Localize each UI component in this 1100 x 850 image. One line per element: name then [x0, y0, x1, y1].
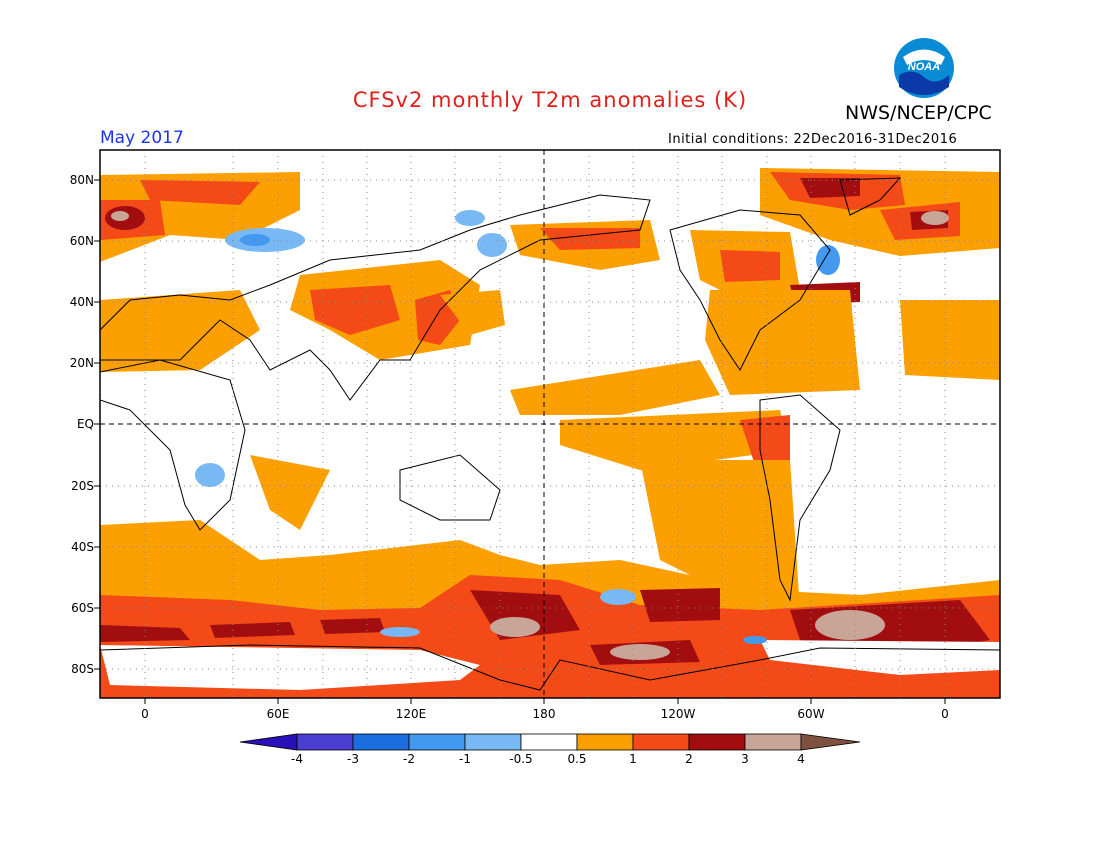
lat-label: 60N — [69, 234, 94, 248]
colorbar-segment — [632, 733, 690, 751]
noaa-logo-icon: NOAA — [894, 38, 954, 98]
logo-text: NOAA — [908, 61, 940, 73]
lon-label: 120W — [660, 707, 696, 721]
agency-label: NWS/NCEP/CPC — [845, 102, 992, 124]
reference-lines — [100, 150, 1000, 698]
colorbar-segment — [744, 733, 802, 751]
warm-anomaly-regions — [100, 168, 1000, 698]
lat-label: 20S — [71, 479, 94, 493]
lon-label: 120E — [395, 707, 427, 721]
colorbar-label: -4 — [291, 752, 303, 766]
lat-label: EQ — [76, 417, 94, 431]
colorbar-label: 2 — [685, 752, 693, 766]
lat-label: 20N — [69, 356, 94, 370]
colorbar-segment — [520, 733, 578, 751]
lon-label: 60E — [266, 707, 290, 721]
colorbar-lower-arrow — [239, 733, 298, 751]
colorbar-label: 4 — [797, 752, 805, 766]
lat-label: 40S — [71, 540, 94, 554]
colorbar-upper-arrow — [800, 733, 861, 751]
colorbar-label: 1 — [629, 752, 637, 766]
colorbar-segment — [576, 733, 634, 751]
colorbar-segment — [408, 733, 466, 751]
chart-title: CFSv2 monthly T2m anomalies (K) — [352, 88, 748, 112]
lon-label: 180 — [532, 707, 556, 721]
lon-label: 0 — [941, 707, 949, 721]
colorbar-segment — [688, 733, 746, 751]
colorbar-label: -3 — [347, 752, 359, 766]
lon-label: 60W — [797, 707, 825, 721]
gridlines — [100, 150, 1000, 698]
colorbar-label: -0.5 — [509, 752, 533, 766]
colorbar-label: 0.5 — [567, 752, 587, 766]
colorbar-segment — [296, 733, 354, 751]
colorbar-segment — [464, 733, 522, 751]
lat-label: 80N — [69, 173, 94, 187]
lat-label: 80S — [71, 662, 94, 676]
colorbar — [239, 733, 861, 751]
axis-ticks — [94, 179, 946, 704]
valid-month: May 2017 — [100, 128, 184, 148]
coastlines — [100, 177, 1000, 691]
colorbar-label: -1 — [459, 752, 471, 766]
colorbar-label: -2 — [403, 752, 415, 766]
cool-anomaly-regions — [195, 210, 840, 644]
initial-conditions: Initial conditions: 22Dec2016-31Dec2016 — [668, 132, 958, 147]
lat-label: 60S — [71, 601, 94, 615]
lon-label: 0 — [141, 707, 149, 721]
colorbar-label: 3 — [741, 752, 749, 766]
lat-label: 40N — [69, 295, 94, 309]
colorbar-segment — [352, 733, 410, 751]
